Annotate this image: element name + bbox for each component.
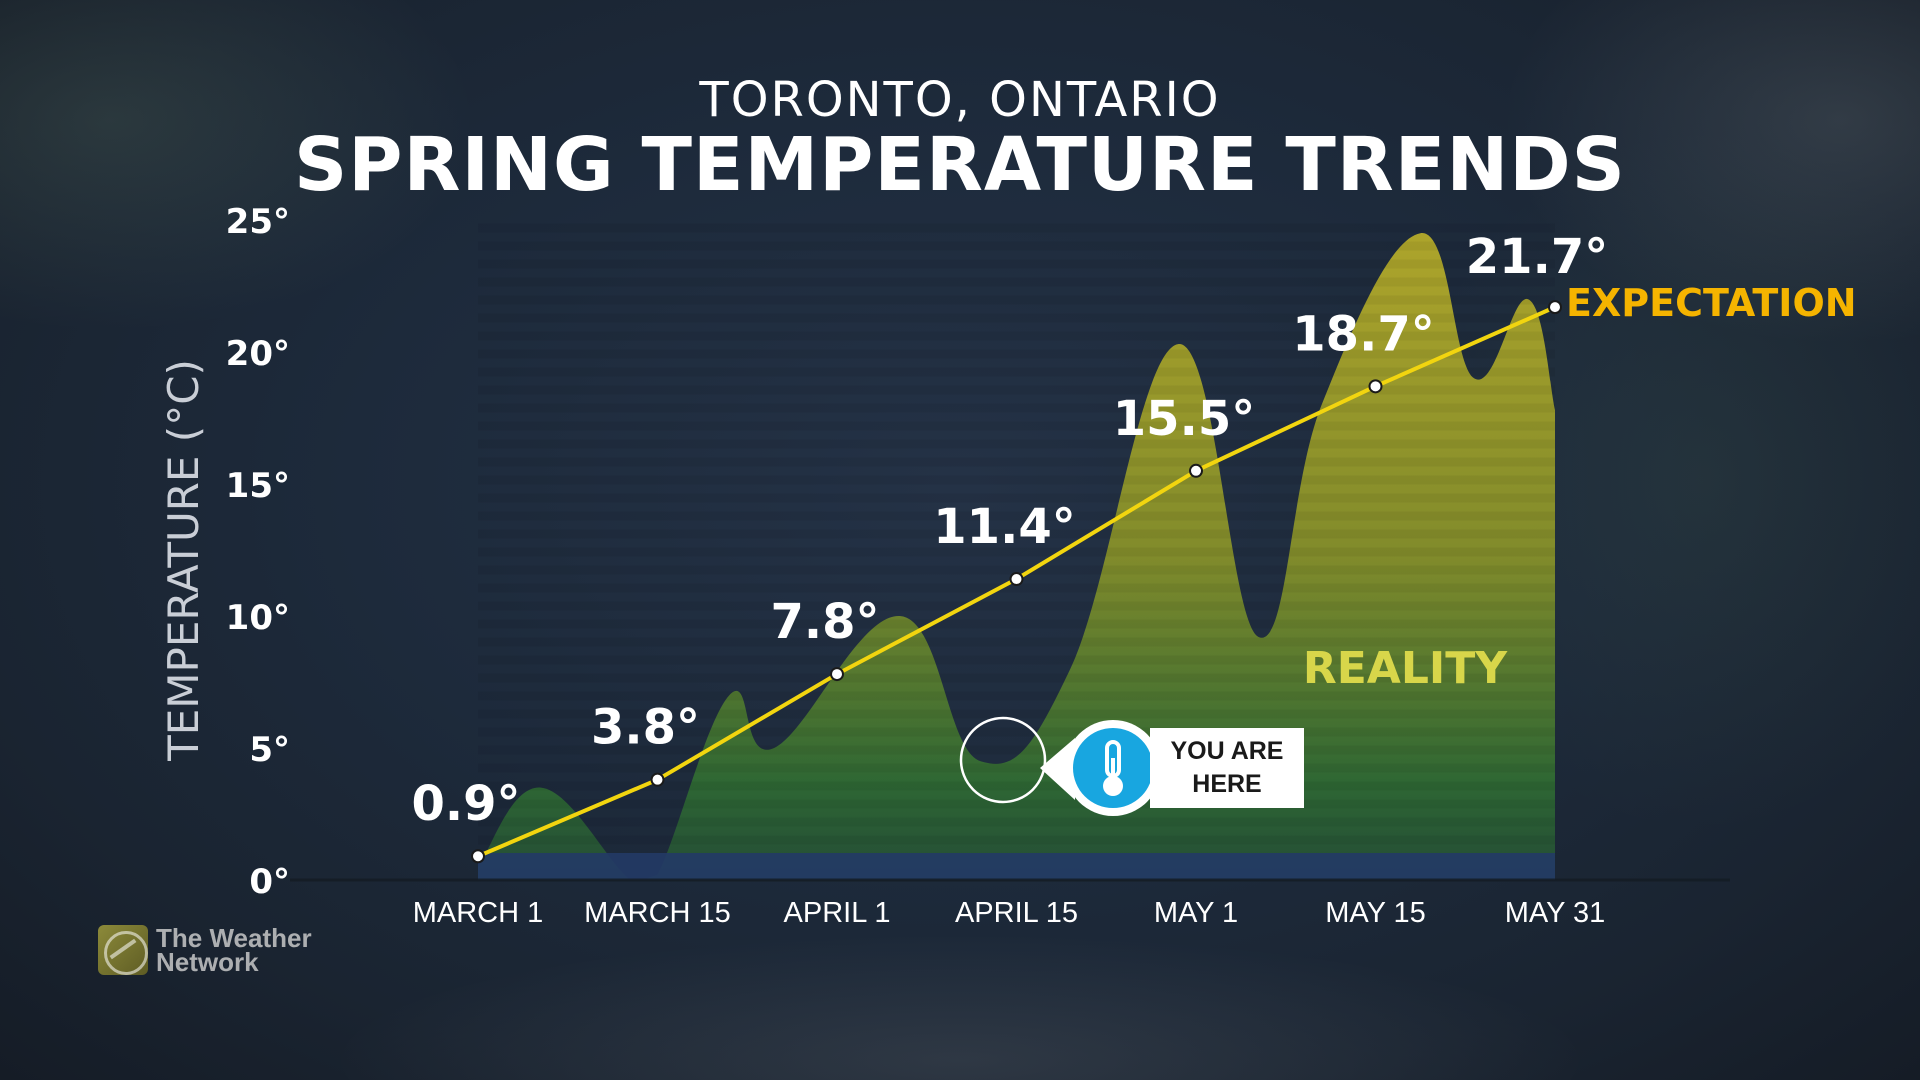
expectation-point xyxy=(471,849,485,864)
reality-area-group: REALITY xyxy=(478,223,1555,881)
data-label: 21.7° xyxy=(1466,229,1608,285)
y-tick-label: 25° xyxy=(226,202,290,242)
y-axis-title: TEMPERATURE (°C) xyxy=(159,359,208,762)
series-label-expectation: EXPECTATION xyxy=(1566,281,1857,325)
data-label: 7.8° xyxy=(770,594,879,650)
expectation-point xyxy=(1368,379,1383,394)
chart-location: TORONTO, ONTARIO xyxy=(699,72,1221,128)
expectation-point xyxy=(1548,300,1562,315)
expectation-point xyxy=(830,667,844,682)
y-tick-label: 10° xyxy=(226,598,290,638)
weather-network-logo: The Weather Network xyxy=(98,922,338,978)
y-tick-label: 0° xyxy=(249,862,290,902)
chart-title: SPRING TEMPERATURE TRENDS xyxy=(294,122,1626,208)
expectation-point xyxy=(1009,572,1024,587)
data-label: 18.7° xyxy=(1292,306,1434,362)
thermometer-icon xyxy=(1103,740,1123,796)
data-label: 11.4° xyxy=(933,499,1075,555)
series-label-reality: REALITY xyxy=(1303,643,1508,694)
data-label: 0.9° xyxy=(411,776,520,832)
axis-group: 0° 5° 10° 15° 20° 25° TEMPERATURE (°C) MARCH 1 M… xyxy=(159,202,1730,929)
reality-area xyxy=(478,233,1555,881)
you-are-here-label: YOU ARE HERE xyxy=(1150,728,1304,808)
current-position-ring xyxy=(959,716,1047,804)
data-label: 15.5° xyxy=(1113,391,1255,447)
expectation-line-group xyxy=(471,300,1562,864)
y-tick-label: 5° xyxy=(249,730,290,770)
y-tick-label: 15° xyxy=(226,466,290,506)
data-label: 3.8° xyxy=(591,700,700,756)
logo-line2: Network xyxy=(156,947,259,977)
you-are-here-callout xyxy=(959,716,1161,816)
x-tick-label: MAY 31 xyxy=(1505,897,1605,929)
expectation-point xyxy=(1189,463,1203,478)
reality-base-band xyxy=(478,853,1555,880)
x-tick-label: MAY 15 xyxy=(1325,897,1425,929)
y-tick-label: 20° xyxy=(226,334,290,374)
x-tick-label: APRIL 1 xyxy=(784,897,891,929)
x-tick-label: MAY 1 xyxy=(1154,897,1238,929)
logo-text: The Weather Network xyxy=(156,923,312,977)
x-tick-label: MARCH 1 xyxy=(413,897,544,929)
expectation-point xyxy=(650,772,665,787)
logo-line1: The Weather xyxy=(156,923,312,953)
weather-network-logo-icon xyxy=(98,925,148,975)
callout-pointer xyxy=(1040,738,1075,800)
x-tick-label: MARCH 15 xyxy=(584,897,731,929)
x-tick-label: APRIL 15 xyxy=(955,897,1078,929)
you-are-here-line1: YOU ARE xyxy=(1170,737,1284,765)
you-are-here-line2: HERE xyxy=(1192,770,1262,798)
data-label-group: 0.9° 3.8° 7.8° 11.4° 15.5° 18.7° 21.7°EXPECTAT… xyxy=(411,229,1856,832)
